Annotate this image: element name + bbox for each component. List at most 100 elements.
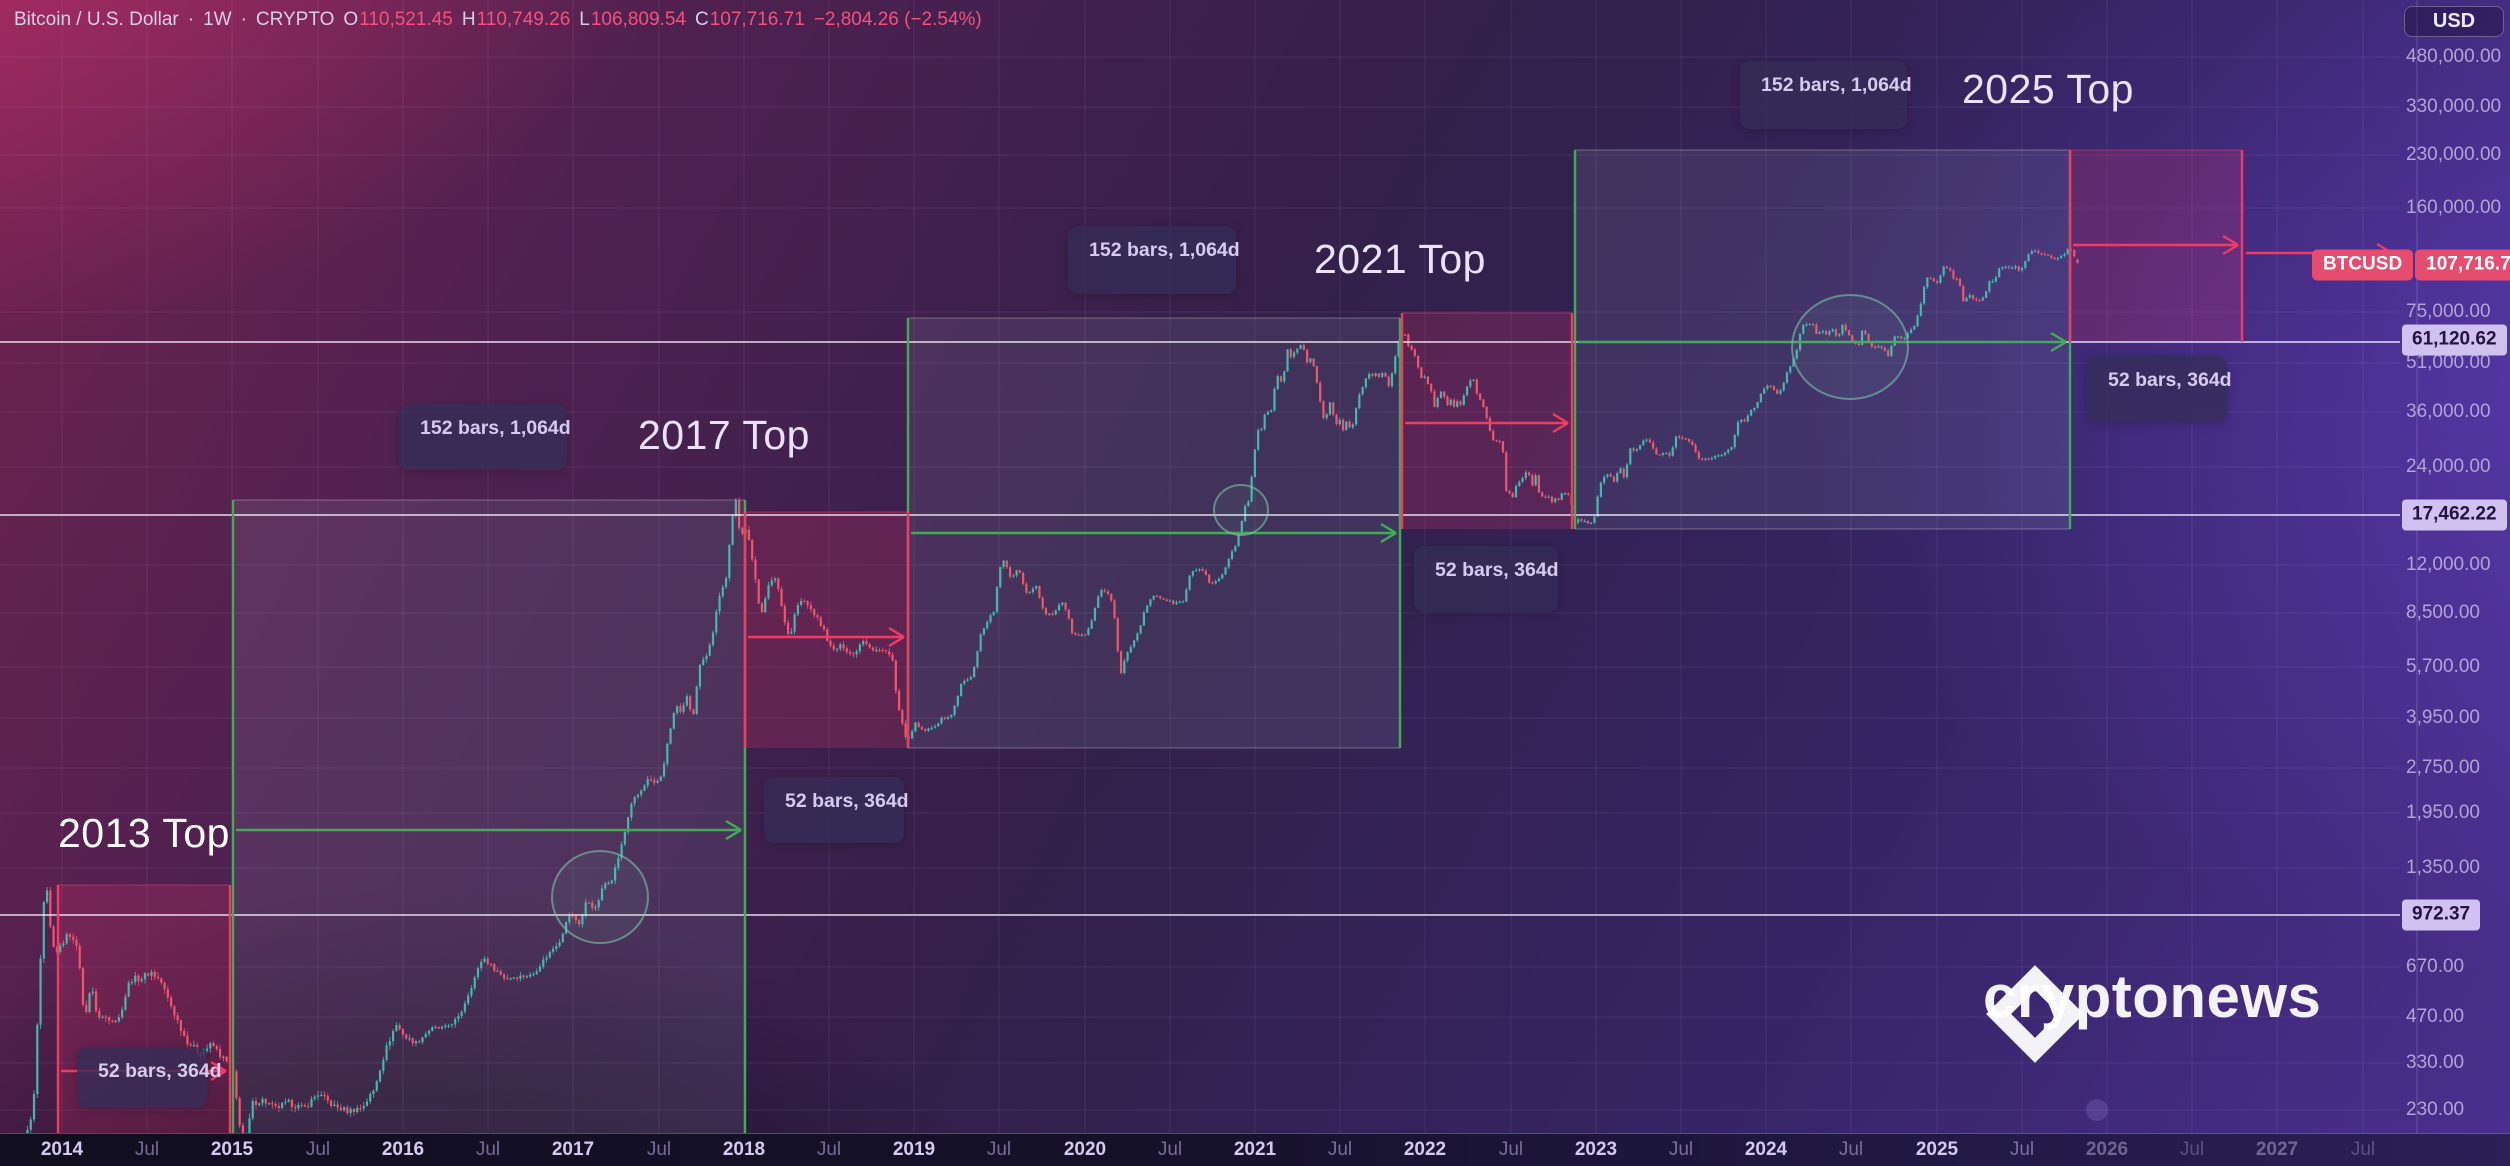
time-tick-label: 2024 <box>1744 1139 1788 1160</box>
price-tick-label: 24,000.00 <box>2406 456 2491 477</box>
price-tick-label: 470.00 <box>2406 1006 2465 1027</box>
price-tick-label: 480,000.00 <box>2406 46 2502 67</box>
open-value: 110,521.45 <box>359 9 453 30</box>
range-duration-label[interactable]: 152 bars, 1,064d <box>1740 61 1912 129</box>
interval-label[interactable]: 1W <box>203 9 232 30</box>
symbol-badge-label: BTCUSD <box>2312 249 2414 281</box>
price-tick-label: 75,000.00 <box>2406 301 2491 322</box>
time-tick-label: Jul <box>2179 1139 2205 1160</box>
close-value: 107,716.71 <box>709 9 805 30</box>
price-tick-label: 36,000.00 <box>2406 401 2491 422</box>
range-box-fills[interactable] <box>58 150 2242 1133</box>
price-tick-label: 160,000.00 <box>2406 197 2502 218</box>
range-duration-label[interactable]: 52 bars, 364d <box>77 1047 222 1108</box>
time-tick-label: 2017 <box>551 1139 595 1160</box>
price-level-badge: 17,462.22 <box>2402 499 2507 531</box>
time-tick-label: 2021 <box>1233 1139 1277 1160</box>
change-value: −2,804.26 (−2.54%) <box>813 9 982 30</box>
range-duration-label[interactable]: 52 bars, 364d <box>1414 546 1559 612</box>
cycle-top-label[interactable]: 2017 Top <box>638 412 810 458</box>
range-duration-label[interactable]: 52 bars, 364d <box>2087 356 2232 422</box>
time-tick-label: Jul <box>2009 1139 2035 1160</box>
cycle-top-label[interactable]: 2021 Top <box>1314 236 1486 282</box>
separator-dot: · <box>240 9 247 30</box>
price-tick-label: 1,350.00 <box>2406 857 2480 878</box>
candlesticks <box>23 247 2079 1166</box>
time-tick-label: Jul <box>1838 1139 1864 1160</box>
time-tick-label: Jul <box>1498 1139 1524 1160</box>
time-tick-label: Jul <box>1327 1139 1353 1160</box>
high-label: H <box>461 9 476 30</box>
close-label: C <box>694 9 709 30</box>
time-tick-label: 2020 <box>1063 1139 1107 1160</box>
cryptonews-watermark: cryptonews <box>1983 962 2321 1063</box>
cryptonews-logo-icon <box>1986 965 2084 1063</box>
time-tick-label: 2019 <box>892 1139 936 1160</box>
last-price-badge-value: 107,716.71 <box>2415 249 2510 281</box>
time-tick-label: 2027 <box>2255 1139 2299 1160</box>
range-duration-label[interactable]: 52 bars, 364d <box>764 777 909 843</box>
time-tick-label: Jul <box>475 1139 501 1160</box>
range-duration-label[interactable]: 152 bars, 1,064d <box>399 404 571 470</box>
price-tick-label: 230.00 <box>2406 1099 2465 1120</box>
price-tick-label: 670.00 <box>2406 956 2465 977</box>
exchange-label: CRYPTO <box>255 9 335 30</box>
time-tick-label: 2025 <box>1915 1139 1959 1160</box>
price-tick-label: 5,700.00 <box>2406 656 2480 677</box>
price-tick-label: 51,000.00 <box>2406 352 2491 373</box>
time-tick-label: 2022 <box>1403 1139 1447 1160</box>
decorations <box>2086 1099 2108 1121</box>
high-value: 110,749.26 <box>476 9 571 30</box>
breakout-circle[interactable] <box>1791 294 1909 400</box>
time-tick-label: Jul <box>305 1139 331 1160</box>
bear-range-box[interactable] <box>1402 313 1572 529</box>
currency-toggle-button[interactable]: USD <box>2404 6 2504 37</box>
ohlc-close: C 107,716.71 <box>695 9 805 31</box>
time-axis[interactable]: 2014 Jul 2015 Jul 2016 Jul 2017 Jul 2018 Jul 2019 J… <box>0 1133 2510 1166</box>
price-tick-label: 230,000.00 <box>2406 144 2502 165</box>
time-tick-label: 2018 <box>722 1139 766 1160</box>
price-level-badge: 972.37 <box>2402 899 2481 931</box>
breakout-circle[interactable] <box>551 850 649 944</box>
breakout-circle[interactable] <box>1213 484 1269 536</box>
bull-range-box[interactable] <box>1575 150 2070 529</box>
price-tick-label: 12,000.00 <box>2406 554 2491 575</box>
time-tick-label: Jul <box>2350 1139 2376 1160</box>
price-tick-label: 2,750.00 <box>2406 757 2480 778</box>
open-label: O <box>343 9 359 30</box>
time-tick-label: 2014 <box>40 1139 84 1160</box>
bull-range-box[interactable] <box>233 500 745 1133</box>
time-tick-label: Jul <box>134 1139 160 1160</box>
time-tick-label: Jul <box>1157 1139 1183 1160</box>
time-tick-label: Jul <box>646 1139 672 1160</box>
ohlc-high: H 110,749.26 <box>462 9 570 31</box>
price-tick-label: 330,000.00 <box>2406 96 2502 117</box>
decoration-dot <box>2086 1099 2108 1121</box>
time-tick-label: Jul <box>1668 1139 1694 1160</box>
low-label: L <box>579 9 590 30</box>
time-tick-label: Jul <box>986 1139 1012 1160</box>
time-tick-label: 2016 <box>381 1139 425 1160</box>
time-tick-label: 2023 <box>1574 1139 1618 1160</box>
cycle-top-label[interactable]: 2025 Top <box>1962 66 2134 112</box>
price-tick-label: 3,950.00 <box>2406 707 2480 728</box>
time-tick-label: 2015 <box>210 1139 254 1160</box>
symbol-title[interactable]: Bitcoin / U.S. Dollar <box>14 9 179 30</box>
ohlc-low: L 106,809.54 <box>579 9 686 31</box>
price-tick-label: 8,500.00 <box>2406 602 2480 623</box>
separator-dot: · <box>187 9 195 30</box>
cycle-top-label[interactable]: 2013 Top <box>58 810 230 856</box>
range-box-edges[interactable] <box>56 149 2244 1133</box>
ohlc-open: O 110,521.45 <box>343 9 452 31</box>
price-level-badge: 61,120.62 <box>2402 324 2507 356</box>
price-tick-label: 330.00 <box>2406 1052 2465 1073</box>
symbol-info-bar: Bitcoin / U.S. Dollar · 1W · CRYPTO O 11… <box>14 9 982 31</box>
time-tick-label: Jul <box>816 1139 842 1160</box>
range-duration-label[interactable]: 152 bars, 1,064d <box>1068 226 1240 294</box>
breakout-circles[interactable] <box>551 294 1909 944</box>
low-value: 106,809.54 <box>590 9 686 30</box>
time-tick-label: 2026 <box>2085 1139 2129 1160</box>
